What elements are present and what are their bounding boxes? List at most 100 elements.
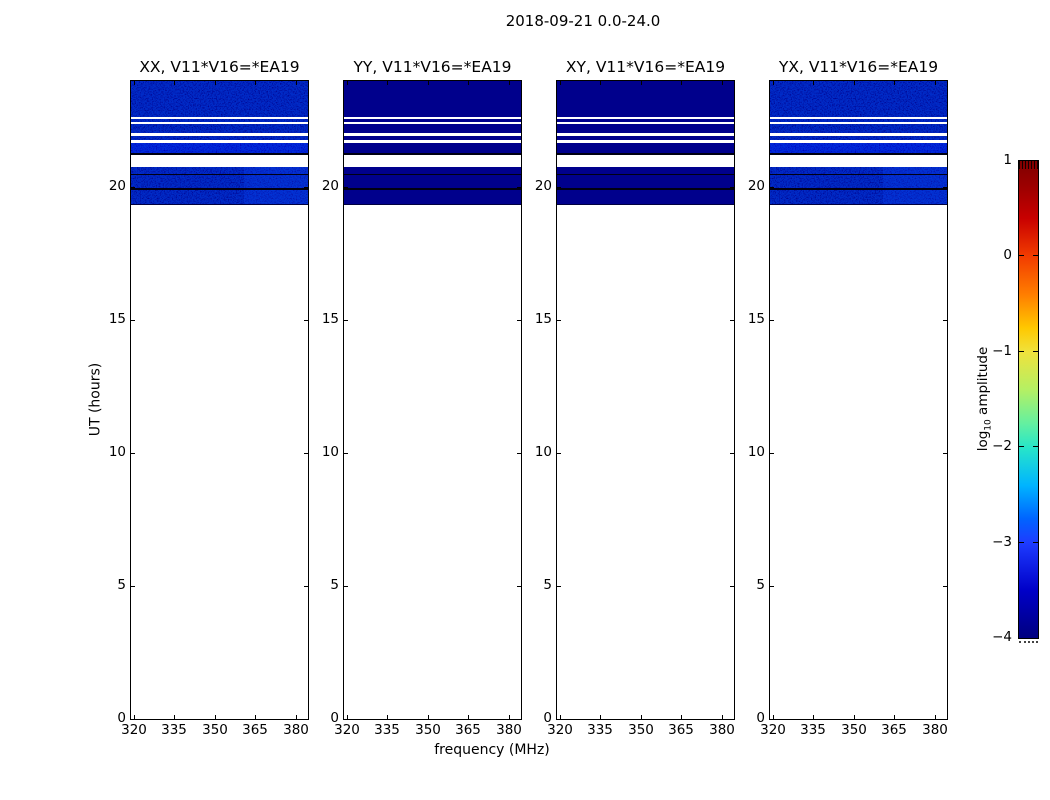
y-tick-label: 20 bbox=[747, 178, 765, 194]
x-axis-label: frequency (MHz) bbox=[434, 742, 550, 758]
x-tick-label: 335 bbox=[161, 722, 187, 738]
x-tick-label: 320 bbox=[760, 722, 786, 738]
x-tick-label: 350 bbox=[628, 722, 654, 738]
data-stripe-flag bbox=[557, 116, 734, 119]
x-tick-mark bbox=[346, 715, 348, 719]
y-tick-label: 0 bbox=[543, 710, 552, 726]
x-tick-label: 380 bbox=[922, 722, 948, 738]
x-tick-label: 380 bbox=[709, 722, 735, 738]
y-tick-mark bbox=[770, 453, 774, 455]
data-stripe-flag bbox=[557, 154, 734, 168]
y-tick-label: 15 bbox=[321, 311, 339, 327]
data-stripe-flag bbox=[344, 116, 521, 119]
x-tick-mark-top bbox=[133, 81, 135, 85]
x-tick-mark-top bbox=[255, 81, 257, 85]
y-tick-mark bbox=[344, 586, 348, 588]
x-tick-mark-top bbox=[772, 81, 774, 85]
x-tick-mark bbox=[559, 715, 561, 719]
x-tick-mark-top bbox=[600, 81, 602, 85]
y-tick-label: 10 bbox=[534, 444, 552, 460]
x-tick-label: 350 bbox=[202, 722, 228, 738]
data-stripe-dark bbox=[344, 188, 521, 191]
data-stripe-dark bbox=[557, 153, 734, 155]
data-stripe-flag bbox=[131, 116, 308, 119]
y-tick-mark-right bbox=[304, 453, 308, 455]
panel-xy: XY, V11*V16=*EA19 bbox=[556, 58, 735, 720]
panel-yy: YY, V11*V16=*EA19 bbox=[343, 58, 522, 720]
x-tick-mark bbox=[214, 715, 216, 719]
panel-xx: XX, V11*V16=*EA19 bbox=[130, 58, 309, 720]
y-tick-label: 5 bbox=[543, 577, 552, 593]
y-tick-mark-right bbox=[943, 453, 947, 455]
y-tick-mark bbox=[131, 586, 135, 588]
x-tick-label: 365 bbox=[881, 722, 907, 738]
x-tick-label: 320 bbox=[121, 722, 147, 738]
y-axis-label: UT (hours) bbox=[87, 362, 104, 437]
x-tick-label: 335 bbox=[587, 722, 613, 738]
data-stripe-flag bbox=[770, 116, 947, 119]
x-tick-mark-top bbox=[295, 81, 297, 85]
y-tick-mark-right bbox=[517, 320, 521, 322]
data-stripe-dark bbox=[344, 173, 521, 175]
x-tick-label: 365 bbox=[242, 722, 268, 738]
colorbar-bottom-dots bbox=[1019, 641, 1038, 643]
y-tick-mark-right bbox=[943, 719, 947, 720]
y-tick-label: 15 bbox=[108, 311, 126, 327]
x-tick-label: 335 bbox=[800, 722, 826, 738]
data-stripe-flag bbox=[131, 132, 308, 137]
y-tick-mark bbox=[131, 719, 135, 720]
x-tick-mark bbox=[600, 715, 602, 719]
x-tick-label: 350 bbox=[841, 722, 867, 738]
y-tick-label: 15 bbox=[747, 311, 765, 327]
y-tick-label: 0 bbox=[756, 710, 765, 726]
data-stripe-flag bbox=[344, 140, 521, 143]
colorbar-tick-label: −2 bbox=[992, 438, 1012, 454]
y-tick-mark bbox=[557, 453, 561, 455]
x-tick-label: 320 bbox=[547, 722, 573, 738]
data-stripe-bright bbox=[344, 142, 521, 153]
x-tick-label: 380 bbox=[496, 722, 522, 738]
y-tick-mark bbox=[131, 320, 135, 322]
y-tick-mark bbox=[131, 453, 135, 455]
colorbar-tick-label: −1 bbox=[992, 343, 1012, 359]
x-tick-mark-top bbox=[174, 81, 176, 85]
y-tick-mark-right bbox=[304, 719, 308, 720]
y-tick-mark-right bbox=[517, 187, 521, 189]
panel-title-yx: YX, V11*V16=*EA19 bbox=[778, 58, 939, 76]
colorbar-tick-mark-right bbox=[1033, 255, 1038, 256]
y-tick-label: 5 bbox=[756, 577, 765, 593]
colorbar-label: log10 amplitude bbox=[975, 346, 994, 452]
figure-title: 2018-09-21 0.0-24.0 bbox=[505, 12, 661, 30]
data-stripe-dark bbox=[770, 153, 947, 155]
x-tick-label: 320 bbox=[334, 722, 360, 738]
colorbar bbox=[1018, 160, 1039, 639]
colorbar-tick-label: −4 bbox=[992, 629, 1012, 645]
data-stripe-flag bbox=[557, 140, 734, 143]
y-tick-label: 10 bbox=[321, 444, 339, 460]
colorbar-tick-label: 0 bbox=[1003, 247, 1012, 263]
panel-title-yy: YY, V11*V16=*EA19 bbox=[353, 58, 512, 76]
y-tick-mark-right bbox=[730, 453, 734, 455]
data-stripe-dark bbox=[131, 188, 308, 191]
y-tick-label: 5 bbox=[330, 577, 339, 593]
y-tick-mark bbox=[131, 187, 135, 189]
y-tick-mark-right bbox=[730, 719, 734, 720]
data-stripe-flag bbox=[131, 121, 308, 124]
x-tick-mark-top bbox=[640, 81, 642, 85]
y-tick-mark bbox=[770, 719, 774, 720]
y-tick-label: 20 bbox=[321, 178, 339, 194]
x-tick-mark bbox=[721, 715, 723, 719]
colorbar-tick-label: −3 bbox=[992, 534, 1012, 550]
x-tick-mark-top bbox=[721, 81, 723, 85]
x-tick-mark-top bbox=[214, 81, 216, 85]
x-tick-label: 350 bbox=[415, 722, 441, 738]
x-tick-mark-top bbox=[894, 81, 896, 85]
y-tick-mark-right bbox=[517, 453, 521, 455]
y-tick-mark-right bbox=[304, 320, 308, 322]
x-tick-mark-top bbox=[813, 81, 815, 85]
x-tick-mark-top bbox=[387, 81, 389, 85]
data-stripe-flag bbox=[770, 132, 947, 137]
data-stripe-dark bbox=[131, 173, 308, 175]
x-tick-label: 380 bbox=[283, 722, 309, 738]
x-tick-mark-top bbox=[934, 81, 936, 85]
